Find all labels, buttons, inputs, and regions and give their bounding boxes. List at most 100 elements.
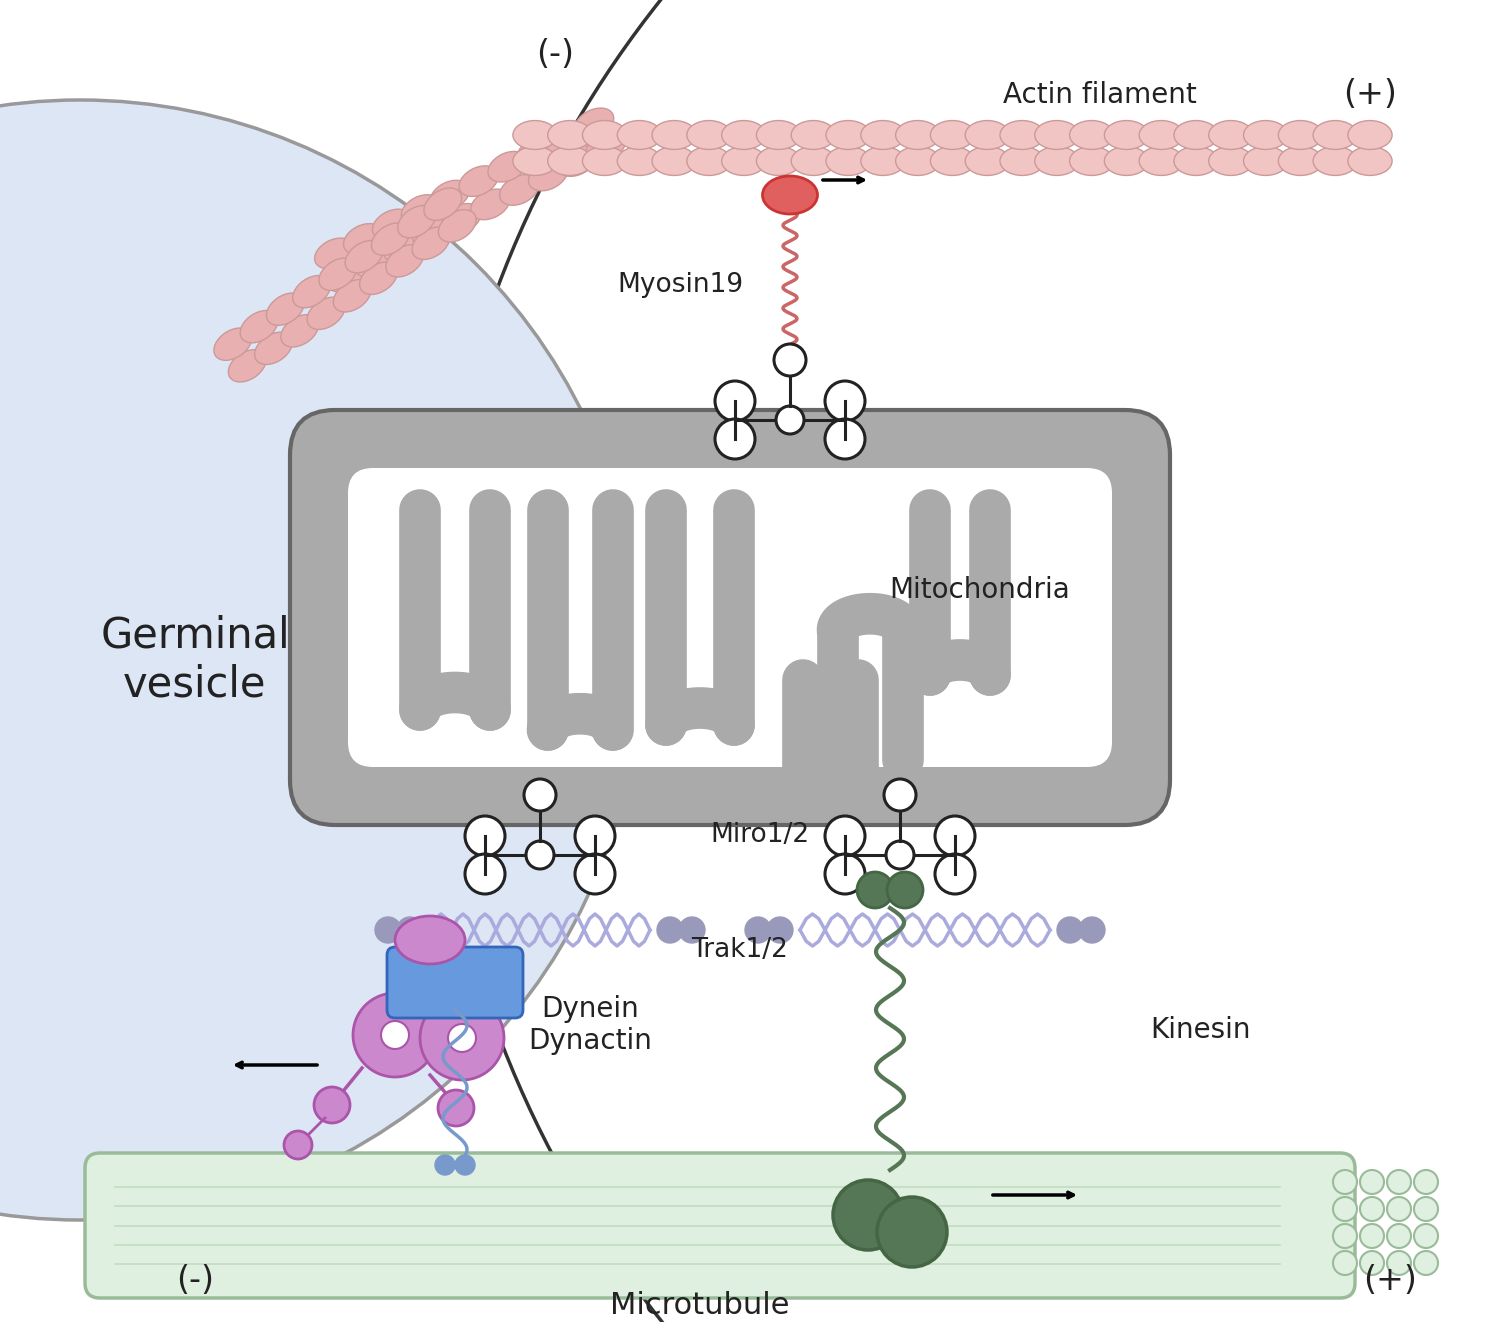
- Ellipse shape: [1070, 147, 1114, 176]
- Circle shape: [1333, 1196, 1357, 1222]
- Ellipse shape: [651, 147, 696, 176]
- Circle shape: [833, 1181, 904, 1251]
- Ellipse shape: [548, 120, 591, 149]
- Text: Dynein
Dynactin: Dynein Dynactin: [528, 994, 651, 1055]
- Ellipse shape: [281, 315, 318, 346]
- Circle shape: [455, 1155, 474, 1175]
- Ellipse shape: [308, 297, 345, 329]
- Ellipse shape: [326, 262, 365, 292]
- Ellipse shape: [228, 349, 266, 382]
- Ellipse shape: [384, 233, 423, 263]
- Ellipse shape: [582, 120, 627, 149]
- Ellipse shape: [344, 223, 383, 254]
- Ellipse shape: [896, 147, 940, 176]
- Circle shape: [657, 917, 683, 943]
- Ellipse shape: [1034, 147, 1079, 176]
- FancyBboxPatch shape: [86, 1153, 1355, 1298]
- Ellipse shape: [763, 176, 818, 214]
- Circle shape: [714, 381, 755, 420]
- Ellipse shape: [791, 120, 836, 149]
- Circle shape: [1057, 917, 1084, 943]
- Circle shape: [886, 841, 914, 869]
- Circle shape: [447, 1025, 476, 1052]
- Ellipse shape: [965, 147, 1009, 176]
- FancyBboxPatch shape: [290, 410, 1169, 825]
- Ellipse shape: [1174, 147, 1219, 176]
- Ellipse shape: [1139, 120, 1183, 149]
- Ellipse shape: [582, 147, 627, 176]
- Ellipse shape: [438, 210, 476, 242]
- Text: (+): (+): [1363, 1264, 1417, 1297]
- Circle shape: [857, 873, 893, 908]
- Ellipse shape: [431, 180, 470, 212]
- Text: Microtubule: Microtubule: [611, 1290, 790, 1319]
- Circle shape: [714, 419, 755, 459]
- Circle shape: [826, 816, 865, 857]
- Circle shape: [375, 917, 401, 943]
- Circle shape: [935, 816, 976, 857]
- Circle shape: [1360, 1170, 1384, 1194]
- Ellipse shape: [1070, 120, 1114, 149]
- Ellipse shape: [1105, 120, 1148, 149]
- Ellipse shape: [1034, 120, 1079, 149]
- Ellipse shape: [371, 223, 410, 255]
- Circle shape: [1360, 1251, 1384, 1274]
- Ellipse shape: [896, 120, 940, 149]
- Circle shape: [887, 873, 923, 908]
- Circle shape: [1360, 1224, 1384, 1248]
- Circle shape: [1414, 1170, 1438, 1194]
- Circle shape: [575, 854, 615, 894]
- Ellipse shape: [1243, 120, 1288, 149]
- FancyBboxPatch shape: [348, 468, 1112, 767]
- Ellipse shape: [826, 120, 871, 149]
- Ellipse shape: [293, 275, 330, 308]
- Ellipse shape: [722, 147, 766, 176]
- Ellipse shape: [1139, 147, 1183, 176]
- Ellipse shape: [333, 280, 371, 312]
- Ellipse shape: [360, 262, 398, 295]
- Circle shape: [935, 854, 976, 894]
- Ellipse shape: [1000, 147, 1045, 176]
- Text: Kinesin: Kinesin: [1150, 1017, 1250, 1044]
- Text: Germinal
vesicle: Germinal vesicle: [101, 615, 290, 706]
- Circle shape: [420, 995, 504, 1080]
- Ellipse shape: [528, 160, 567, 190]
- Ellipse shape: [757, 147, 800, 176]
- Circle shape: [1387, 1196, 1411, 1222]
- Ellipse shape: [513, 120, 557, 149]
- Ellipse shape: [617, 120, 662, 149]
- Circle shape: [1414, 1224, 1438, 1248]
- Ellipse shape: [1348, 147, 1391, 176]
- Ellipse shape: [401, 194, 440, 225]
- Text: Miro1/2: Miro1/2: [710, 822, 809, 847]
- Text: (-): (-): [176, 1264, 215, 1297]
- Ellipse shape: [1208, 147, 1253, 176]
- Ellipse shape: [459, 165, 498, 197]
- Circle shape: [826, 419, 865, 459]
- Ellipse shape: [513, 147, 557, 176]
- Ellipse shape: [1348, 120, 1391, 149]
- Circle shape: [524, 779, 555, 810]
- Circle shape: [877, 1196, 947, 1266]
- Ellipse shape: [687, 120, 731, 149]
- Ellipse shape: [1279, 147, 1322, 176]
- Ellipse shape: [548, 147, 591, 176]
- Ellipse shape: [1313, 120, 1357, 149]
- Circle shape: [1333, 1224, 1357, 1248]
- Ellipse shape: [587, 131, 626, 161]
- Ellipse shape: [356, 247, 395, 278]
- Text: Mitochondria: Mitochondria: [890, 576, 1070, 604]
- Ellipse shape: [1105, 147, 1148, 176]
- Ellipse shape: [546, 123, 585, 153]
- Circle shape: [1387, 1170, 1411, 1194]
- Ellipse shape: [757, 120, 800, 149]
- Ellipse shape: [791, 147, 836, 176]
- Circle shape: [525, 841, 554, 869]
- Circle shape: [1414, 1251, 1438, 1274]
- Ellipse shape: [488, 152, 527, 182]
- Circle shape: [1333, 1170, 1357, 1194]
- Circle shape: [284, 1132, 312, 1159]
- Circle shape: [1387, 1251, 1411, 1274]
- Ellipse shape: [617, 147, 662, 176]
- Text: Myosin19: Myosin19: [617, 272, 743, 297]
